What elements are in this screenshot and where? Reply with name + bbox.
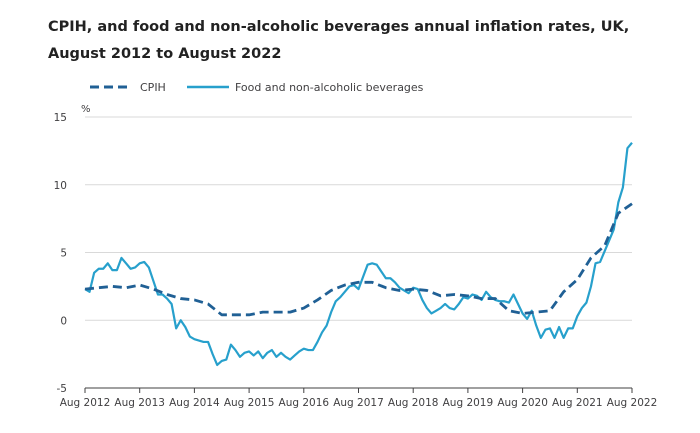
x-tick-label: Aug 2014 [169, 397, 220, 409]
series-line-cpih [84, 202, 633, 317]
y-tick-label: 5 [60, 248, 67, 260]
x-axis: Aug 2012 Aug 2013 Aug 2014 Aug 2015 Aug 2016… [60, 387, 658, 409]
x-tick-label: Aug 2018 [388, 397, 439, 409]
x-tick-label: Aug 2016 [279, 397, 330, 409]
y-axis-ticks: -5 0 5 10 15 [54, 112, 67, 395]
y-tick-label: -5 [57, 383, 67, 395]
chart-title: CPIH, and food and non-alcoholic beverag… [48, 14, 688, 68]
x-tick-label: Aug 2021 [552, 397, 603, 409]
legend-label-food: Food and non-alcoholic beverages [235, 81, 424, 94]
gridlines [85, 116, 632, 389]
x-tick-label: Aug 2019 [443, 397, 494, 409]
x-tick-label: Aug 2020 [497, 397, 548, 409]
series-lines [84, 142, 633, 367]
x-tick-label: Aug 2022 [607, 397, 658, 409]
legend: CPIH Food and non-alcoholic beverages [90, 81, 424, 94]
y-tick-label: 10 [54, 180, 67, 192]
x-tick-label: Aug 2012 [60, 397, 111, 409]
x-tick-label: Aug 2017 [333, 397, 384, 409]
chart-title-line-1: CPIH, and food and non-alcoholic beverag… [48, 19, 630, 35]
x-tick-label: Aug 2013 [114, 397, 165, 409]
series-line-food [84, 142, 633, 367]
y-tick-label: 15 [54, 112, 67, 124]
legend-label-cpih: CPIH [140, 81, 166, 94]
y-tick-label: 0 [60, 315, 67, 327]
chart-title-line-2: August 2012 to August 2022 [48, 46, 282, 62]
x-tick-label: Aug 2015 [224, 397, 275, 409]
y-axis-unit: % [81, 104, 91, 115]
